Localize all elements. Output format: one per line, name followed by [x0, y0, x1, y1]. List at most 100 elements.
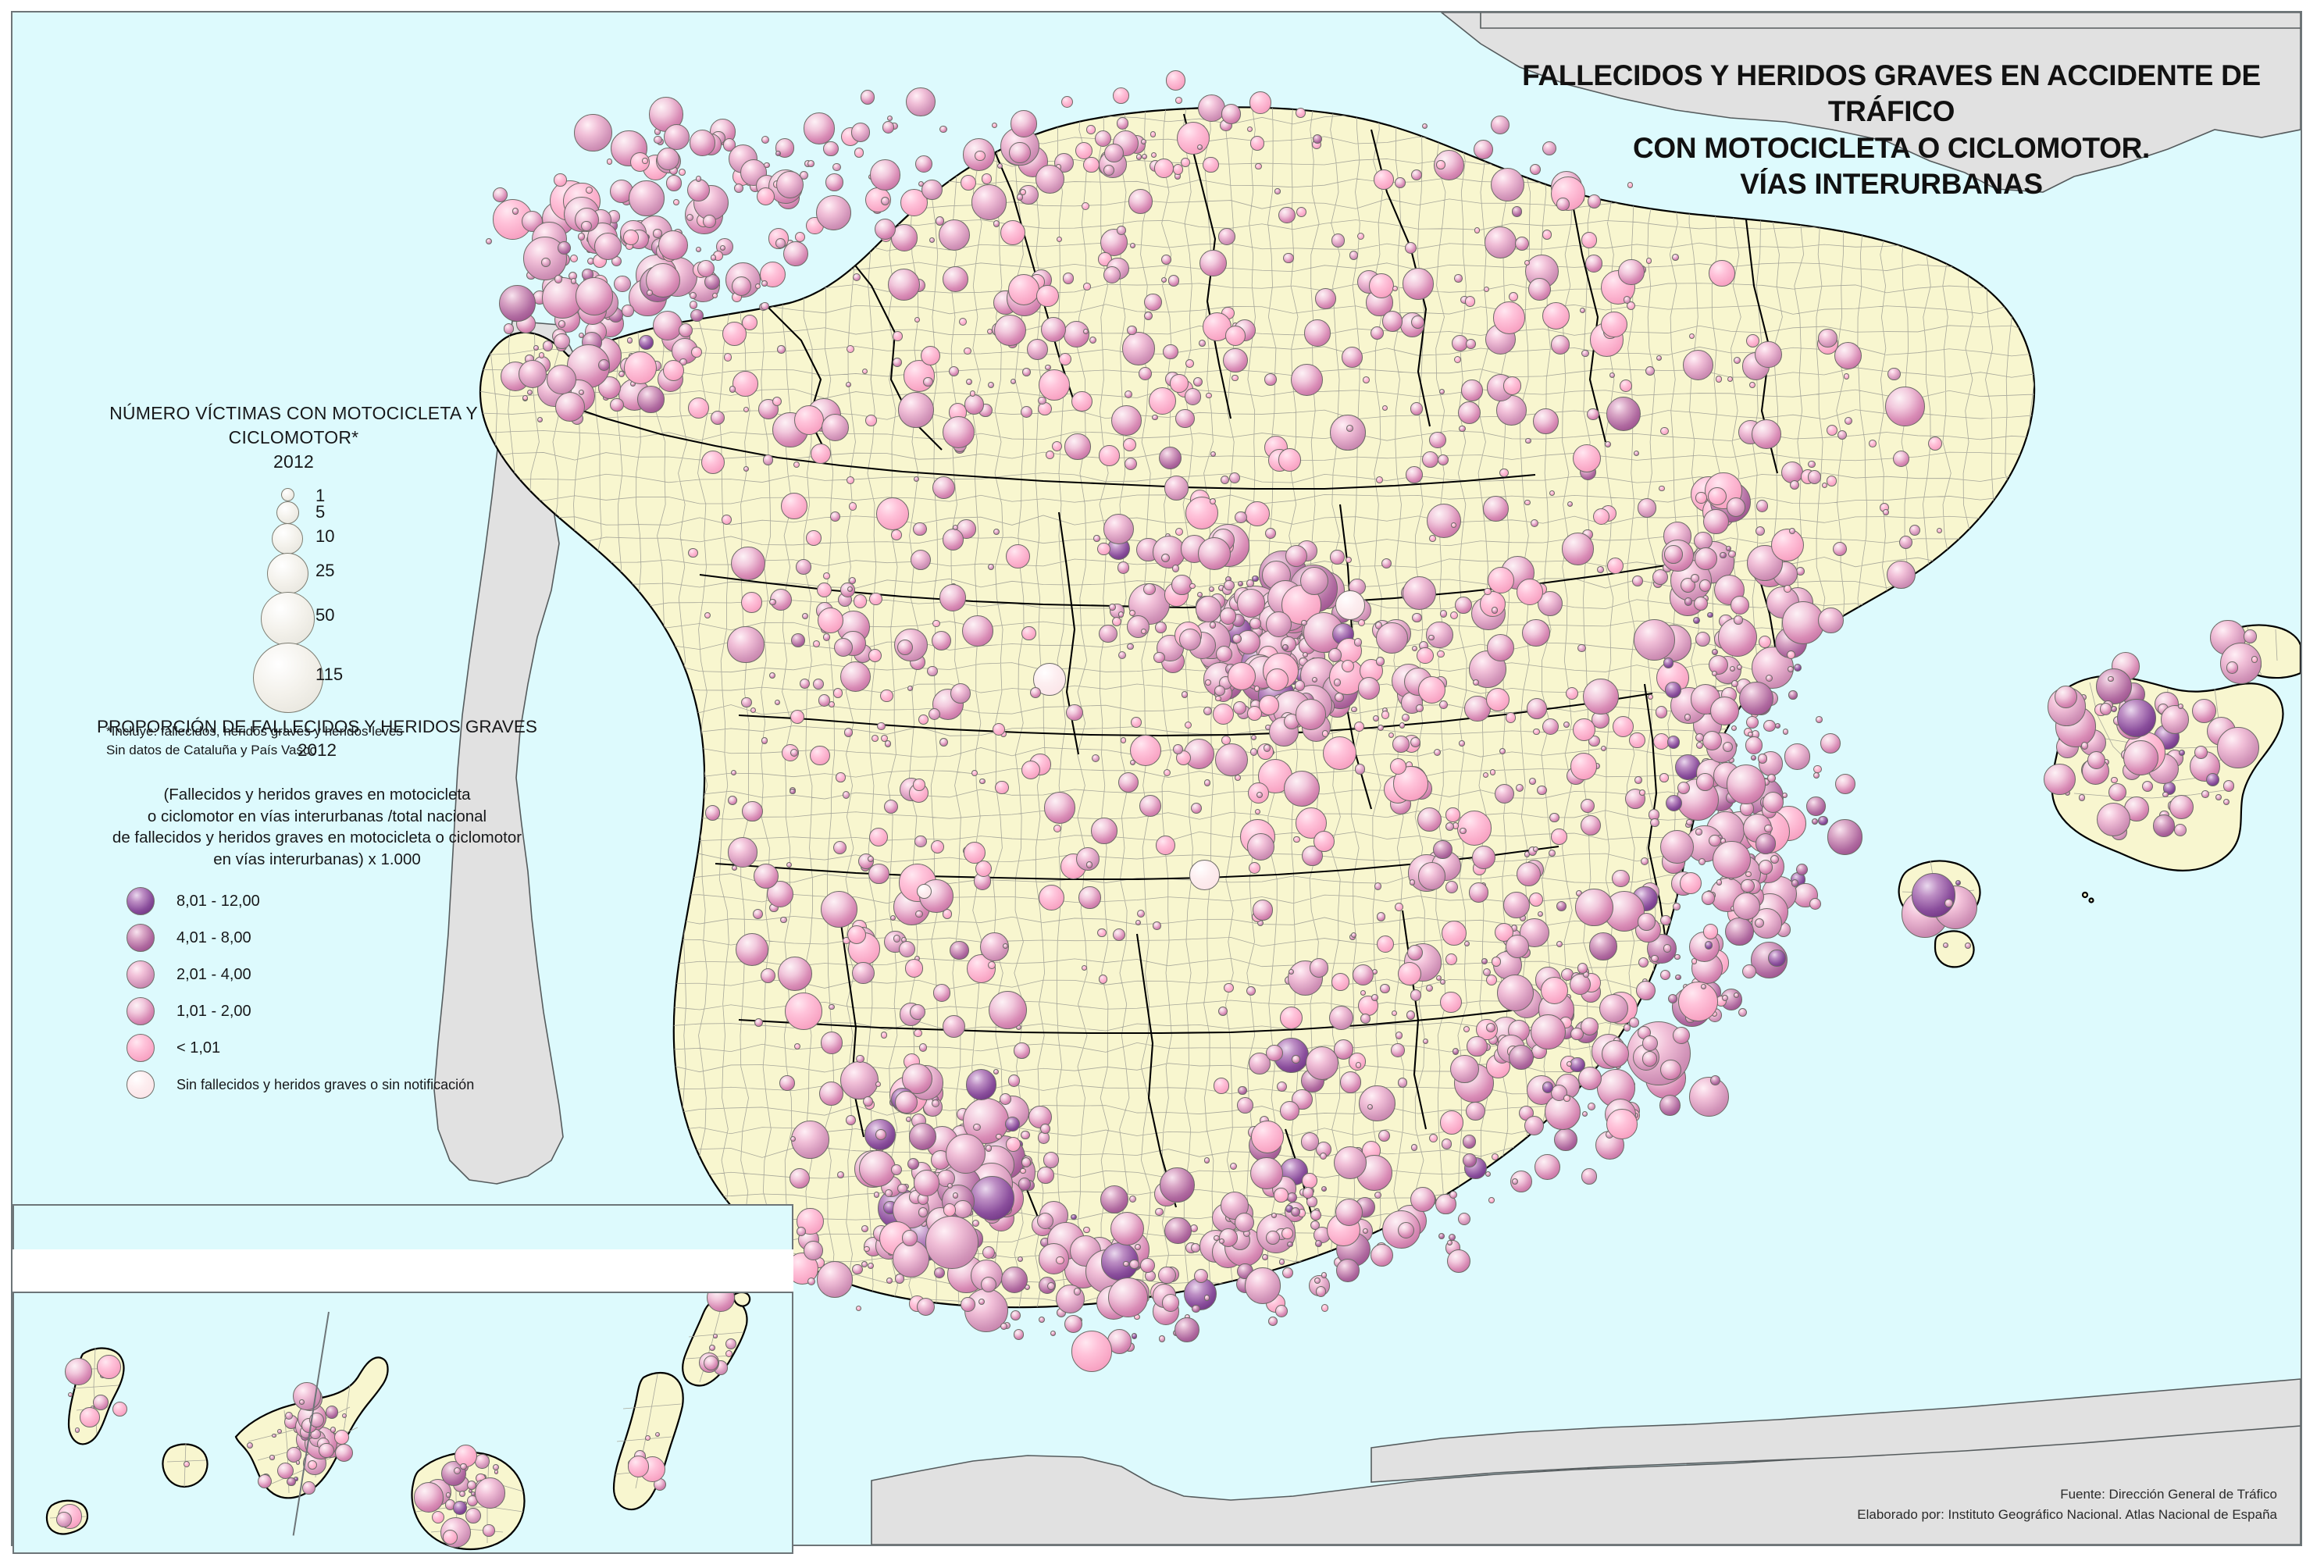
municipality-symbol	[791, 633, 805, 648]
municipality-symbol	[1328, 1005, 1353, 1030]
municipality-symbol	[626, 337, 633, 344]
municipality-symbol	[1528, 892, 1544, 907]
municipality-symbol	[796, 559, 811, 575]
legend-swatch-lt-1	[127, 1034, 155, 1063]
municipality-symbol	[752, 908, 763, 920]
municipality-symbol	[1381, 711, 1389, 719]
municipality-symbol	[696, 176, 702, 182]
municipality-symbol	[1695, 829, 1702, 836]
municipality-symbol	[1509, 292, 1519, 302]
municipality-symbol	[1592, 508, 1610, 525]
municipality-symbol	[1755, 918, 1765, 928]
municipality-symbol	[2123, 739, 2158, 776]
municipality-symbol	[1199, 249, 1227, 277]
municipality-symbol	[869, 159, 901, 191]
legend-bubble-10	[272, 523, 303, 555]
municipality-symbol	[1176, 121, 1210, 155]
municipality-symbol	[1331, 233, 1346, 248]
foreign-landmasses	[433, 12, 2301, 1545]
municipality-symbol	[820, 1032, 843, 1055]
municipality-symbol	[1204, 779, 1211, 786]
municipality-symbol	[56, 1512, 72, 1527]
municipality-symbol	[1678, 982, 1719, 1021]
municipality-symbol	[893, 935, 901, 943]
municipality-symbol	[1294, 680, 1306, 691]
municipality-symbol	[522, 394, 528, 401]
municipality-symbol	[1250, 136, 1265, 151]
municipality-symbol	[904, 958, 924, 978]
municipality-symbol	[741, 314, 757, 330]
municipality-symbol	[1632, 576, 1643, 587]
municipality-symbol	[929, 237, 935, 243]
municipality-symbol	[1252, 900, 1274, 921]
municipality-symbol	[1184, 388, 1202, 405]
municipality-symbol	[1016, 194, 1024, 201]
municipality-symbol	[861, 1260, 868, 1268]
municipality-symbol	[1587, 408, 1600, 421]
municipality-symbol	[1502, 892, 1530, 919]
municipality-symbol	[914, 1170, 940, 1196]
municipality-symbol	[1660, 914, 1671, 926]
municipality-symbol	[946, 1133, 986, 1174]
municipality-symbol	[1086, 861, 1093, 868]
municipality-symbol	[711, 411, 725, 425]
municipality-symbol	[1695, 547, 1717, 570]
municipality-symbol	[1445, 807, 1460, 822]
municipality-symbol	[1175, 409, 1195, 429]
municipality-symbol	[610, 397, 624, 412]
municipality-symbol	[868, 863, 889, 884]
municipality-symbol	[511, 208, 519, 215]
municipality-symbol	[569, 254, 579, 262]
municipality-symbol	[2108, 782, 2126, 801]
canary-islands-inset[interactable]	[12, 1292, 793, 1554]
municipality-symbol	[558, 241, 571, 255]
municipality-symbol	[760, 968, 776, 983]
municipality-symbol	[1813, 772, 1820, 779]
municipality-symbol	[1371, 994, 1378, 1001]
municipality-symbol	[975, 861, 992, 878]
municipality-symbol	[880, 196, 889, 205]
municipality-symbol	[1008, 141, 1031, 164]
municipality-symbol	[1664, 682, 1681, 698]
municipality-symbol	[790, 1120, 830, 1160]
municipality-symbol	[1099, 445, 1120, 466]
municipality-symbol	[2201, 790, 2209, 798]
municipality-symbol	[1149, 387, 1177, 415]
municipality-symbol	[606, 159, 613, 166]
municipality-symbol	[818, 607, 844, 633]
municipality-symbol	[1321, 1304, 1329, 1312]
municipality-symbol	[1492, 301, 1526, 334]
municipality-symbol	[1488, 567, 1514, 594]
municipality-symbol	[1770, 529, 1804, 562]
municipality-symbol	[1056, 236, 1063, 242]
municipality-symbol	[1238, 580, 1244, 586]
municipality-symbol	[1438, 388, 1445, 394]
municipality-symbol	[803, 112, 836, 144]
municipality-symbol	[1663, 944, 1672, 953]
municipality-symbol	[647, 290, 653, 296]
municipality-symbol	[1274, 1305, 1288, 1317]
municipality-symbol	[2078, 794, 2086, 801]
municipality-symbol	[1533, 728, 1540, 736]
municipality-symbol	[1844, 416, 1852, 425]
municipality-symbol	[1118, 650, 1127, 659]
municipality-symbol	[772, 396, 782, 407]
municipality-symbol	[1612, 870, 1630, 888]
municipality-symbol	[840, 661, 872, 693]
municipality-symbol	[1268, 1316, 1278, 1326]
municipality-symbol	[1660, 1059, 1682, 1081]
municipality-symbol	[1827, 819, 1863, 855]
municipality-symbol	[1694, 597, 1709, 611]
municipality-symbol	[2222, 779, 2235, 792]
municipality-symbol	[1731, 595, 1750, 615]
municipality-symbol	[2055, 685, 2078, 708]
municipality-symbol	[1392, 736, 1410, 753]
municipality-symbol	[453, 1501, 467, 1515]
legend-class-heading: PROPORCIÓN DE FALLECIDOS Y HERIDOS GRAVE…	[91, 693, 544, 871]
municipality-symbol	[1601, 312, 1627, 338]
municipality-symbol	[1093, 535, 1100, 542]
municipality-symbol	[1143, 312, 1153, 321]
legend-size-label-25: 25	[315, 561, 335, 581]
municipality-symbol	[708, 1345, 715, 1351]
municipality-symbol	[2152, 814, 2175, 837]
